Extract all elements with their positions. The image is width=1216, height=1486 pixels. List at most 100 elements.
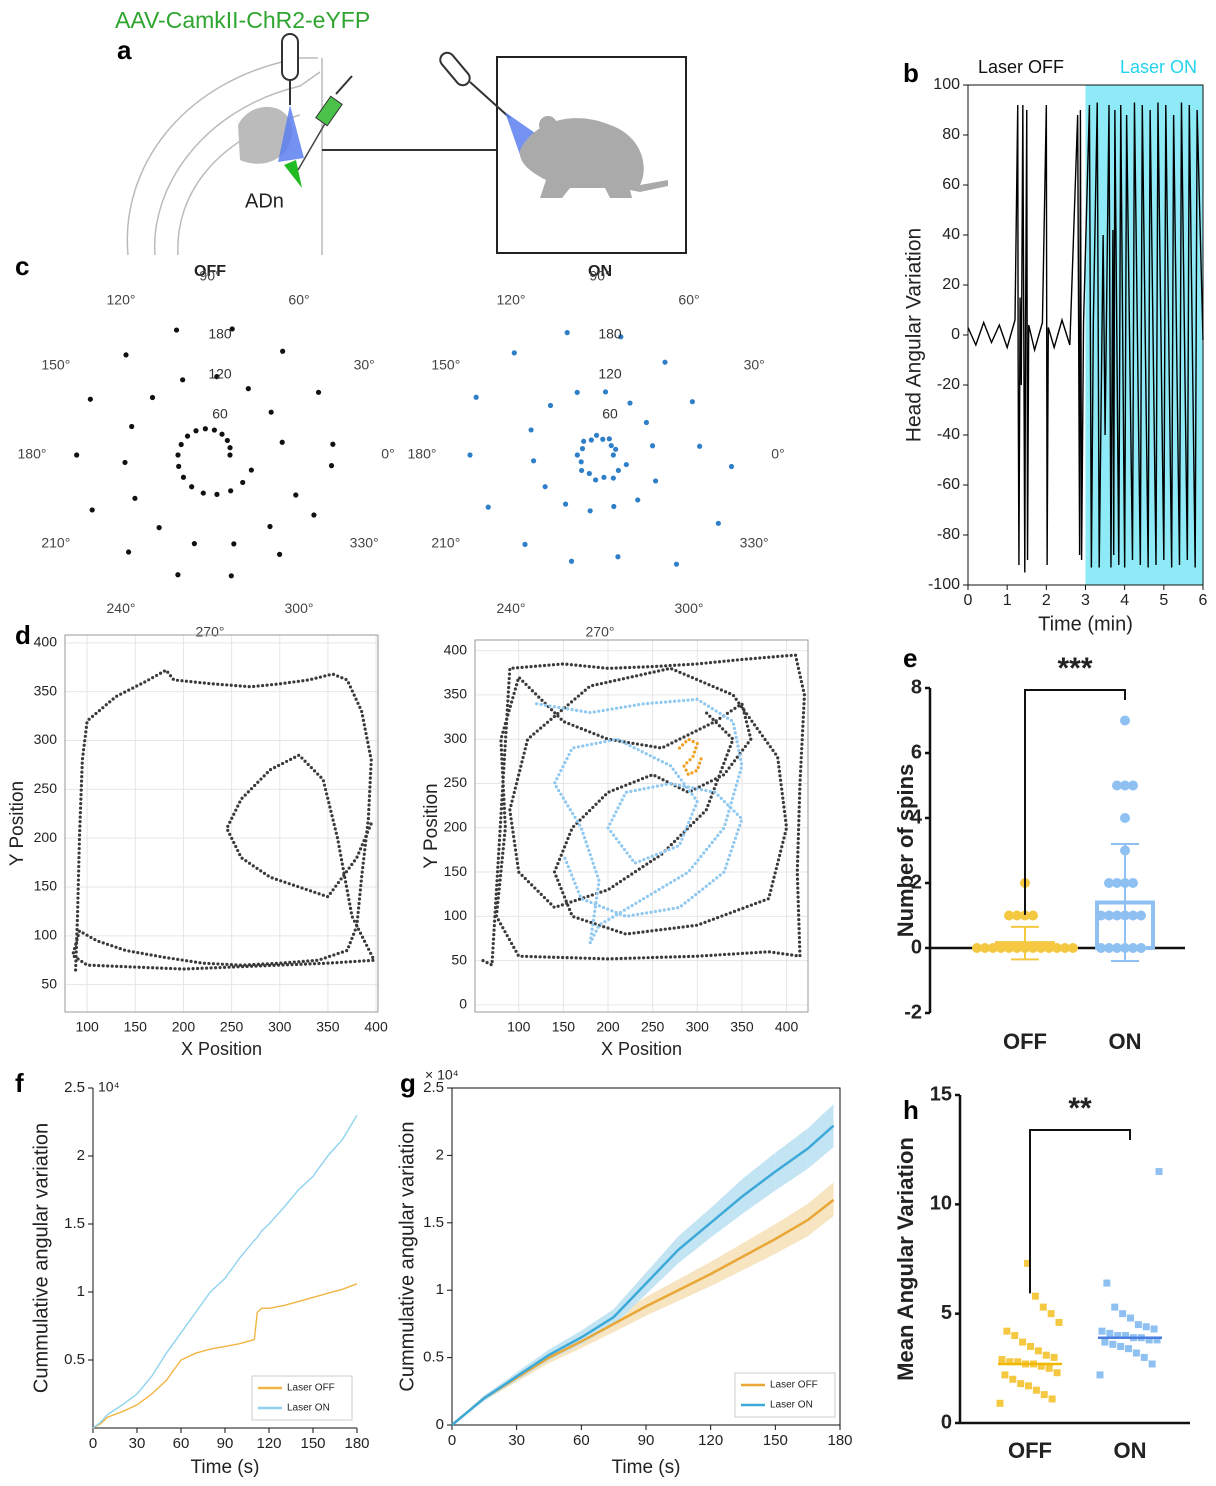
axis-multiplier: 10⁴ [98,1079,120,1095]
brain-outline [153,71,321,256]
significance-bracket [1029,1129,1131,1294]
panel-letter: a [117,35,132,65]
y-tick-label: 0 [941,1411,952,1433]
laser-on-span [1085,85,1203,585]
point [214,491,220,497]
syringe [315,95,343,127]
angle-tick-label: 150° [431,357,460,373]
trajectory [481,653,807,968]
point [618,334,624,340]
x-tick-label: 120 [256,1435,281,1452]
point [587,508,593,514]
x-tick-label: 1 [1003,592,1012,609]
point [1019,1338,1027,1346]
syringe [335,75,353,95]
x-axis-label: Time (s) [191,1457,260,1478]
point [649,443,656,449]
x-tick-label: 5 [1159,592,1168,609]
angle-tick-label: 300° [675,600,704,616]
y-axis-label: Mean Angular Variation [893,1137,918,1381]
point [219,431,225,437]
significance-bracket [1024,689,1126,915]
x-tick-label: 180 [827,1432,852,1449]
y-tick-label: 400 [444,641,468,657]
y-axis-label: Head Angular Variation [903,228,926,442]
legend-box [251,1375,353,1421]
y-tick-label: 6 [911,741,922,763]
point [485,504,491,510]
point [214,374,220,380]
point [227,452,233,458]
point [522,541,528,547]
point [279,439,285,445]
y-tick-label: -80 [937,526,960,543]
point [1128,878,1138,888]
point [623,461,629,468]
angle-tick-label: 30° [744,357,765,373]
point [564,330,570,336]
point [1036,943,1046,953]
y-tick-label: 8 [911,676,922,698]
point [511,350,517,356]
angle-tick-label: 0° [771,446,784,462]
point [248,467,254,473]
point [268,409,274,415]
point [1050,1353,1058,1361]
series-line [92,1283,358,1429]
point [1120,813,1130,823]
y-tick-label: 0.5 [64,1351,85,1368]
angle-tick-label: 0° [381,446,394,462]
point [1104,910,1114,921]
point [602,389,609,395]
point [227,445,233,451]
point [1052,943,1062,953]
plot-frame [474,639,809,1013]
x-tick-label: 0 [448,1432,456,1449]
point [574,452,580,458]
y-tick-label: 15 [930,1083,952,1105]
x-tick-label: 2 [1042,592,1051,609]
x-tick-label: 350 [316,1019,340,1035]
radial-tick-label: 120 [208,366,232,382]
y-tick-label: 20 [942,276,960,293]
point [581,438,587,444]
point [542,484,548,490]
point [293,492,299,498]
point [528,427,534,433]
point [1103,1279,1111,1287]
point [1014,1358,1022,1366]
series-line [967,102,1204,573]
point [129,423,135,430]
radial-tick-label: 180 [598,326,622,342]
point [579,446,586,452]
point [149,394,156,401]
point [1011,1332,1019,1340]
point [586,470,592,477]
point [1128,910,1138,921]
point [1122,1332,1130,1340]
point [1136,910,1146,921]
x-tick-label: 90 [638,1432,655,1449]
point [1150,1325,1158,1333]
point [689,399,695,405]
point [89,507,95,513]
significance-label: *** [1057,652,1092,685]
point [191,541,197,547]
point [1048,1395,1056,1403]
point [697,443,703,449]
point [280,348,286,354]
x-axis-label: Time (min) [1038,613,1133,635]
x-tick-label: 250 [641,1019,665,1035]
virus-expression [284,160,302,188]
point [530,458,537,464]
y-tick-label: 2.5 [423,1079,444,1096]
mouse-ear [539,116,557,134]
x-tick-label: 100 [75,1019,99,1035]
significance-label: ** [1068,1092,1092,1125]
y-tick-label: 5 [941,1302,952,1324]
point [228,488,234,494]
point [1042,1351,1050,1359]
x-axis-label: X Position [601,1039,682,1059]
point [615,554,621,560]
